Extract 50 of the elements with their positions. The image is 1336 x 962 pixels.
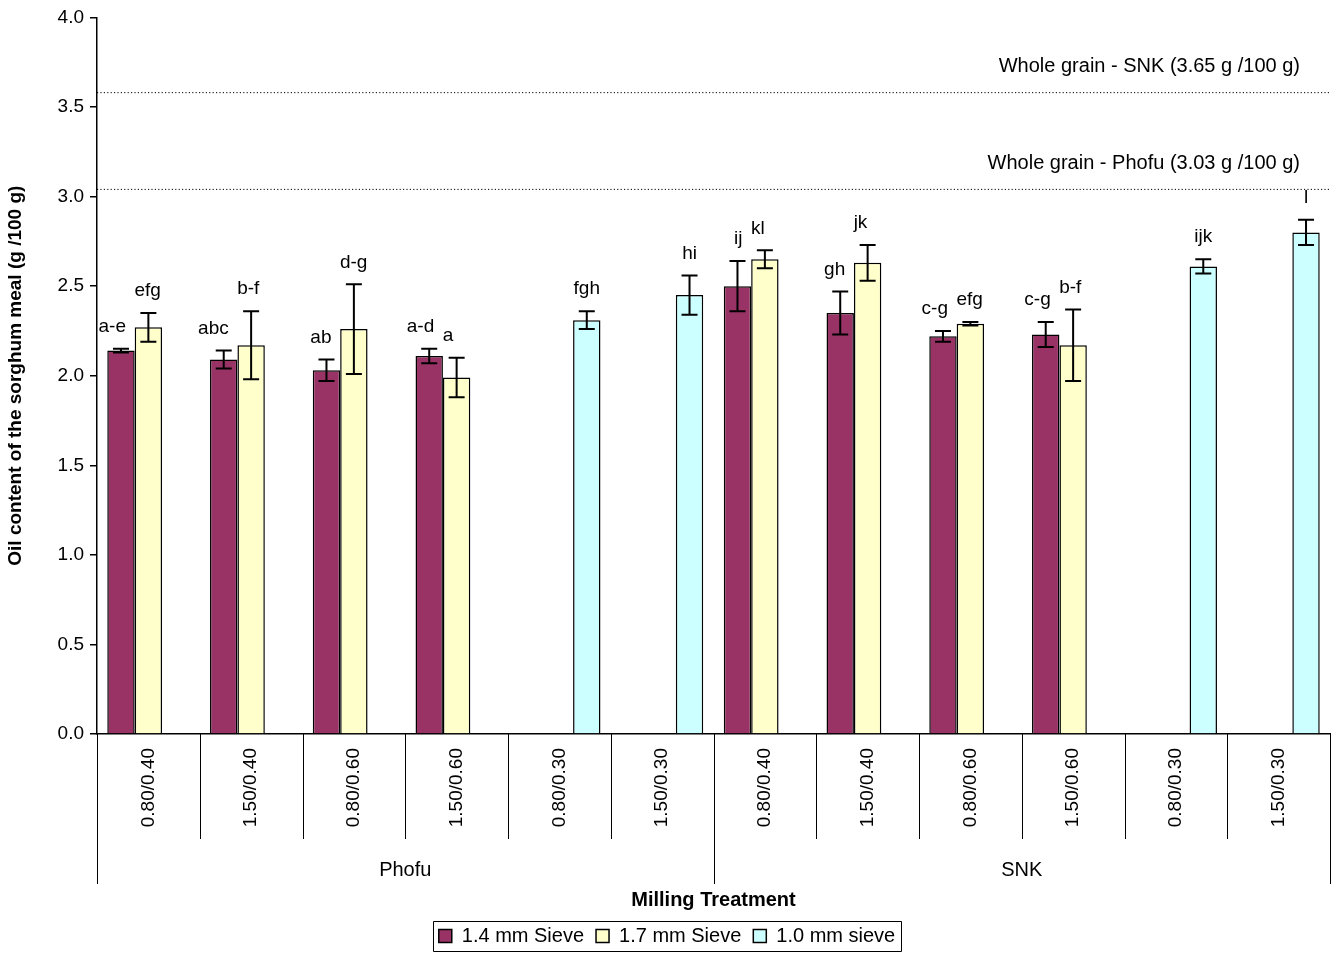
y-tick-label: 1.5	[57, 453, 84, 475]
data-label: b-f	[1059, 275, 1083, 297]
y-tick-label: 4.0	[57, 5, 84, 27]
legend-label: 1.7 mm Sieve	[619, 923, 742, 946]
data-label: c-g	[921, 297, 948, 319]
y-tick-label: 3.0	[57, 184, 84, 206]
data-label: hi	[682, 241, 697, 263]
text: SNK	[1001, 857, 1043, 880]
x-tick-label: 1.50/0.40	[239, 748, 261, 828]
x-tick-label: 0.80/0.40	[136, 748, 158, 828]
x-tick-label: 1.50/0.40	[855, 748, 877, 828]
data-label: gh	[824, 257, 846, 279]
data-label: kl	[750, 216, 765, 238]
data-label: ijk	[1194, 225, 1213, 247]
data-label: a	[442, 324, 454, 346]
data-label: a-e	[98, 315, 126, 337]
ref-line-label: Whole grain - SNK (3.65 g /100 g)	[998, 54, 1300, 77]
data-label: abc	[198, 316, 229, 338]
x-axis-title: Milling Treatment	[631, 887, 797, 910]
x-tick-label: 1.50/0.60	[444, 748, 466, 828]
data-label: c-g	[1024, 288, 1051, 310]
y-tick-label: 0.5	[57, 632, 84, 654]
x-tick-label: 0.80/0.40	[753, 748, 775, 828]
data-label: fgh	[573, 277, 600, 299]
x-tick-label: 1.50/0.30	[1266, 748, 1288, 828]
legend-label: 1.0 mm sieve	[776, 923, 896, 946]
data-label: efg	[134, 279, 161, 301]
data-label: b-f	[237, 277, 261, 299]
x-tick-label: 0.80/0.30	[547, 748, 569, 828]
data-label: l	[1303, 186, 1309, 208]
x-tick-label: 0.80/0.30	[1164, 748, 1186, 828]
x-tick-label: 0.80/0.60	[342, 748, 364, 828]
data-label: a-d	[406, 315, 435, 337]
y-axis-title: Oil content of the sorghum meal (g /100 g)	[3, 185, 25, 566]
data-label: jk	[852, 211, 868, 233]
data-label: ab	[310, 325, 332, 347]
legend-label: 1.4 mm Sieve	[461, 923, 585, 946]
y-tick-label: 2.0	[57, 363, 84, 385]
x-tick-label: 1.50/0.30	[650, 748, 672, 828]
x-tick-label: 1.50/0.60	[1061, 748, 1083, 828]
y-tick-label: 0.0	[57, 722, 84, 744]
text: Phofu	[379, 857, 432, 880]
y-tick-label: 3.5	[57, 95, 84, 117]
data-label: efg	[956, 288, 983, 310]
y-tick-label: 2.5	[57, 274, 84, 296]
y-tick-label: 1.0	[57, 543, 84, 565]
ref-line-label: Whole grain - Phofu (3.03 g /100 g)	[987, 150, 1300, 173]
data-label: d-g	[339, 250, 368, 272]
data-label: ij	[734, 227, 743, 249]
x-tick-label: 0.80/0.60	[958, 748, 980, 828]
